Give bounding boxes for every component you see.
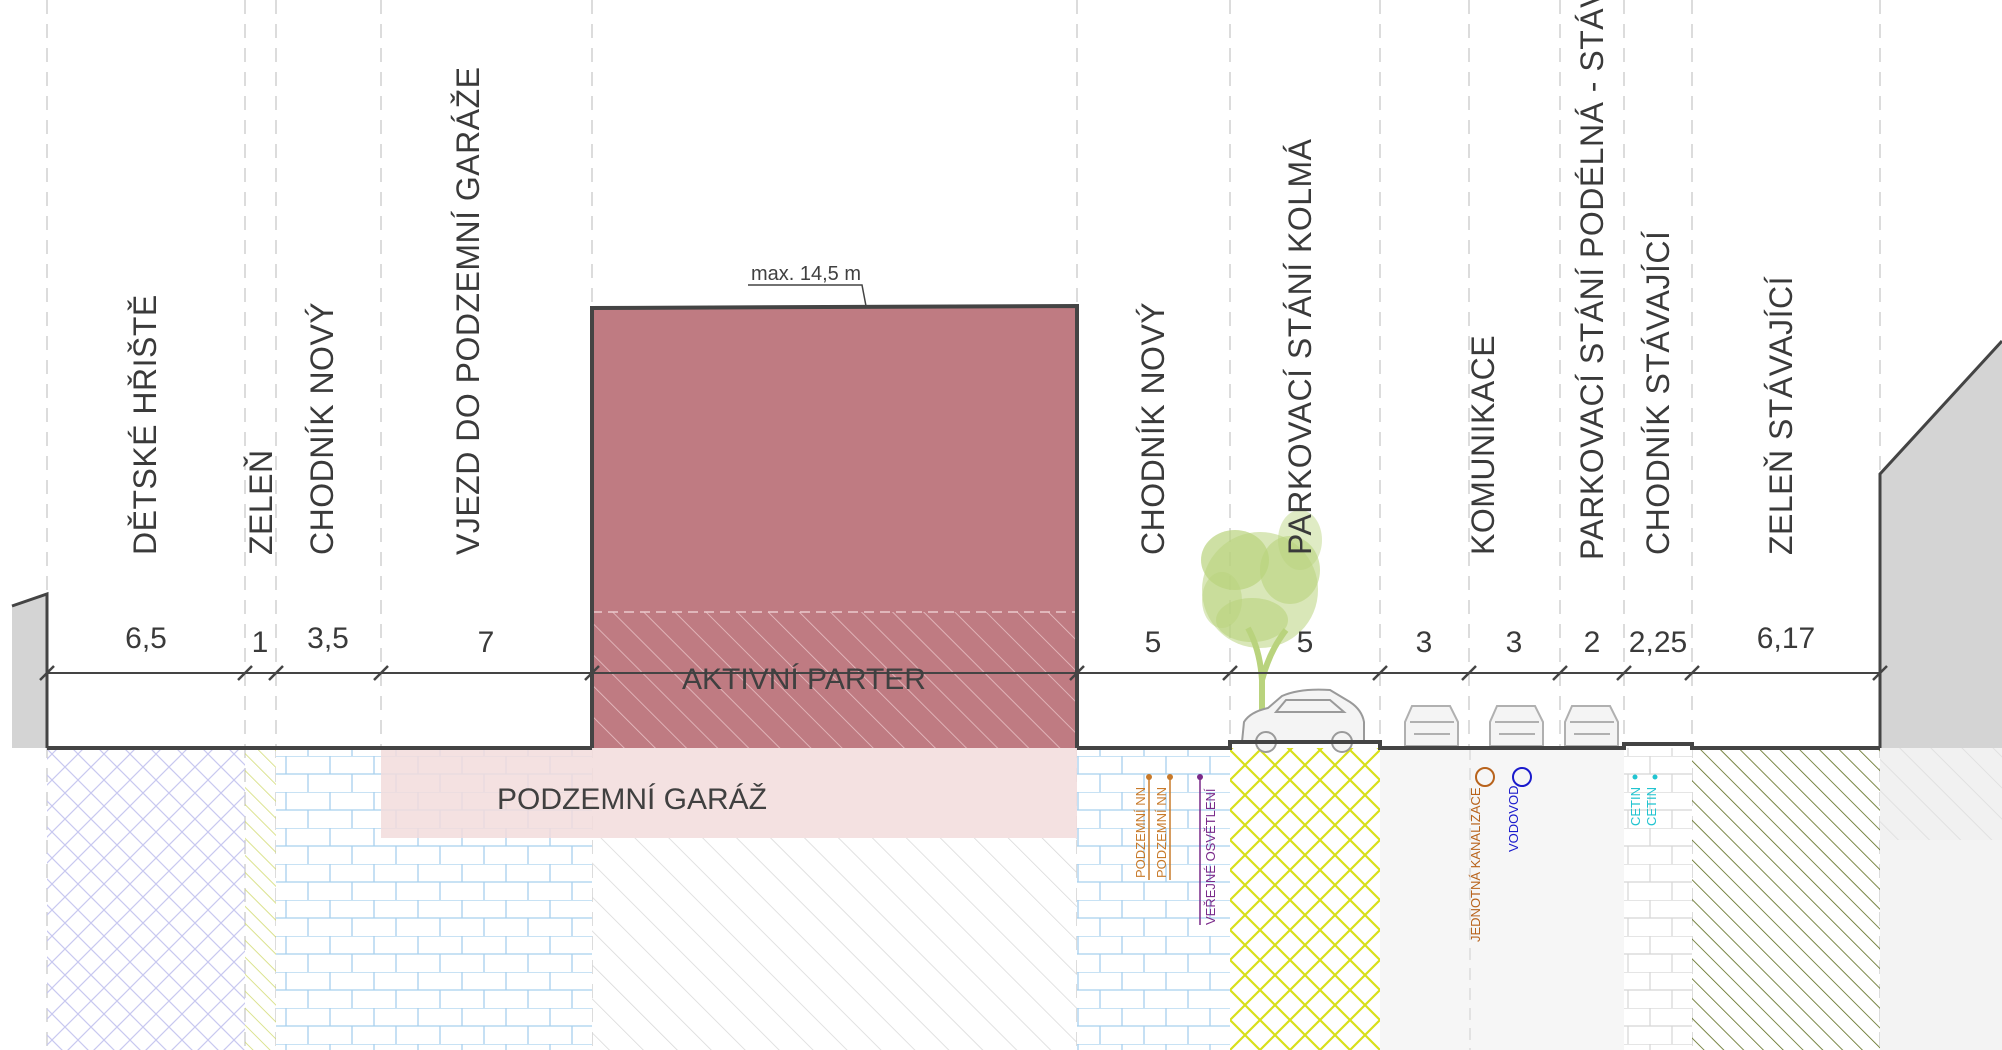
dim-road-lane-2: 3 bbox=[1506, 626, 1523, 659]
underground-garage-label: PODZEMNÍ GARÁŽ bbox=[497, 783, 767, 816]
dim-garage-entry: 7 bbox=[478, 626, 495, 659]
dim-parking-perpendicular: 5 bbox=[1297, 626, 1314, 659]
parking-ground bbox=[1230, 748, 1380, 1050]
dim-existing-sidewalk: 2,25 bbox=[1629, 626, 1687, 659]
neighbor-building-west bbox=[12, 594, 47, 748]
utility-lighting-marker bbox=[1197, 774, 1203, 780]
dimension-values: 6,5 1 3,5 7 5 5 3 3 2 2,25 6,17 bbox=[125, 622, 1815, 659]
zone-garage-entry: VJEZD DO PODZEMNÍ GARÁŽE bbox=[450, 67, 486, 555]
zone-sidewalk-existing: CHODNÍK STÁVAJÍCÍ bbox=[1640, 231, 1676, 555]
garage-area bbox=[381, 748, 1077, 838]
dim-sidewalk: 3,5 bbox=[307, 622, 349, 655]
utility-sewer: JEDNOTNÁ KANALIZACE bbox=[1468, 787, 1483, 942]
utility-nn-1-marker bbox=[1146, 774, 1152, 780]
car-front-1 bbox=[1404, 705, 1459, 747]
zone-green: ZELEŇ bbox=[243, 449, 279, 555]
utility-cetin-2: CETIN bbox=[1644, 787, 1659, 826]
dim-road-lane-1: 3 bbox=[1416, 626, 1433, 659]
neighbor-ground bbox=[1880, 748, 2002, 840]
utility-water: VODOVOD bbox=[1506, 786, 1521, 852]
dim-green: 1 bbox=[252, 626, 269, 659]
dim-existing-green: 6,17 bbox=[1757, 622, 1815, 655]
active-ground-floor bbox=[592, 612, 1077, 748]
existing-sidewalk-ground bbox=[1624, 748, 1692, 1050]
dim-sidewalk-east: 5 bbox=[1145, 626, 1162, 659]
utilities: PODZEMNÍ NN PODZEMNÍ NN VEŘEJNÉ OSVĚTLEN… bbox=[1133, 767, 1659, 942]
utility-water-marker bbox=[1512, 767, 1532, 787]
existing-green-ground bbox=[1692, 748, 1880, 1050]
zone-road: KOMUNIKACE bbox=[1465, 335, 1501, 555]
utility-cetin-1-marker bbox=[1632, 774, 1638, 780]
zone-parking-perpendicular: PARKOVACÍ STÁNÍ KOLMÁ bbox=[1282, 138, 1318, 555]
utility-cetin-1: CETIN bbox=[1628, 787, 1643, 826]
building-upper bbox=[592, 308, 1077, 612]
utility-cetin-2-marker bbox=[1652, 774, 1658, 780]
utility-lighting: VEŘEJNÉ OSVĚTLENÍ bbox=[1203, 788, 1218, 925]
utility-nn-2: PODZEMNÍ NN bbox=[1154, 787, 1169, 878]
zone-parking-parallel: PARKOVACÍ STÁNÍ PODÉLNÁ - STÁV. bbox=[1574, 0, 1610, 560]
utility-nn-2-marker bbox=[1167, 774, 1173, 780]
car-front-2 bbox=[1489, 705, 1544, 747]
dim-parking-parallel: 2 bbox=[1584, 626, 1601, 659]
active-parter-label: AKTIVNÍ PARTER bbox=[682, 663, 926, 696]
building bbox=[590, 303, 1079, 748]
zone-green-existing: ZELEŇ STÁVAJÍCÍ bbox=[1763, 276, 1799, 555]
utility-sewer-marker bbox=[1475, 767, 1495, 787]
subsurface bbox=[47, 748, 2002, 1050]
neighbor-ground-lower bbox=[1880, 840, 2002, 1050]
dimension-line bbox=[39, 665, 1888, 681]
playground-ground bbox=[47, 748, 245, 1050]
max-height-label: max. 14,5 m bbox=[751, 263, 861, 285]
green-strip-ground bbox=[245, 748, 276, 1050]
zone-playground: DĚTSKÉ HŘIŠTĚ bbox=[127, 294, 163, 555]
building-foundation bbox=[592, 838, 1077, 1050]
neighbor-building-east bbox=[1880, 341, 2002, 748]
car-perpendicular bbox=[1240, 688, 1365, 753]
dim-playground: 6,5 bbox=[125, 622, 167, 655]
zone-labels: DĚTSKÉ HŘIŠTĚ ZELEŇ CHODNÍK NOVÝ VJEZD D… bbox=[127, 0, 1799, 560]
car-front-3 bbox=[1564, 705, 1619, 747]
zone-sidewalk-new: CHODNÍK NOVÝ bbox=[304, 302, 340, 555]
sidewalk-east-ground bbox=[1077, 748, 1230, 1050]
height-annotation: max. 14,5 m bbox=[748, 263, 867, 307]
zone-sidewalk-new-east: CHODNÍK NOVÝ bbox=[1135, 302, 1171, 555]
utility-nn-1: PODZEMNÍ NN bbox=[1133, 787, 1148, 878]
tree bbox=[1201, 510, 1322, 748]
road-ground bbox=[1380, 748, 1624, 1050]
